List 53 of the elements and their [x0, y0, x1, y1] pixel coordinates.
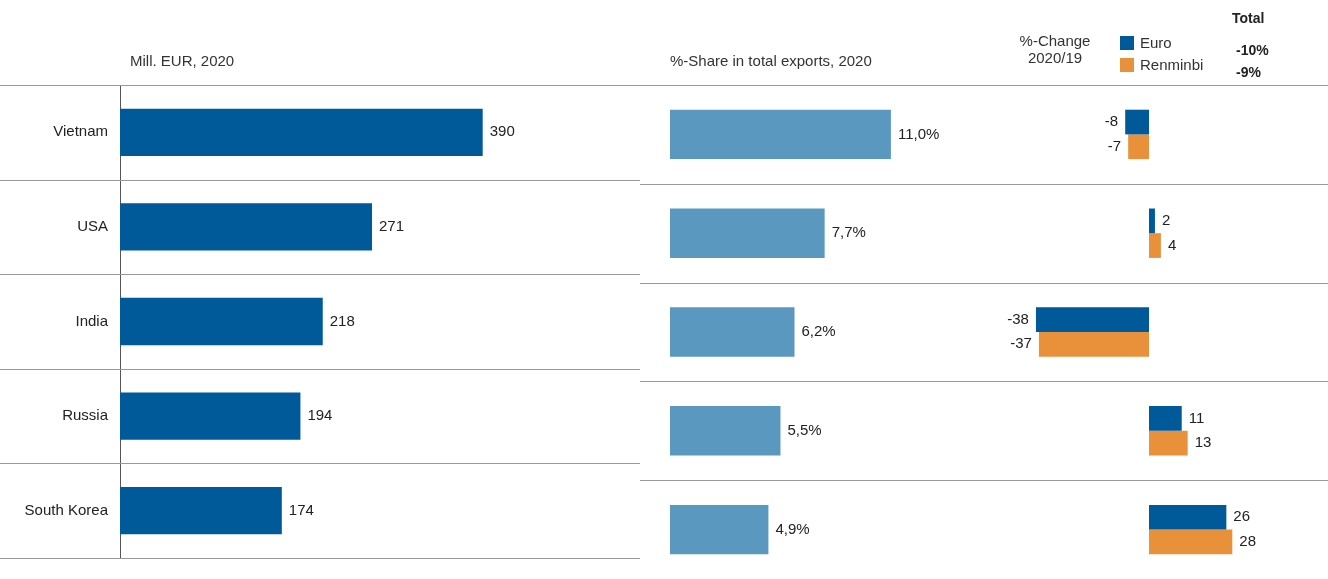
data-label: 13 [1194, 433, 1212, 451]
bar [1125, 109, 1149, 135]
text: -10% [1236, 42, 1269, 58]
bar [1128, 134, 1149, 160]
data-label: 11,0% [897, 124, 940, 142]
bar [120, 203, 373, 251]
data-label: 174 [288, 500, 314, 518]
data-label: -38 [1007, 309, 1029, 327]
y-tick-label: South Korea [24, 500, 109, 518]
legend-label: Renminbi [1140, 56, 1204, 73]
data-label: 7,7% [831, 223, 866, 241]
text: Total [1232, 10, 1265, 26]
bar [1149, 529, 1233, 555]
data-label: 218 [329, 311, 355, 329]
y-tick-label: Vietnam [53, 122, 108, 140]
bar [670, 406, 781, 456]
data-label: 26 [1233, 507, 1251, 525]
data-label: -37 [1010, 334, 1032, 352]
bar [120, 297, 323, 346]
bar [1149, 233, 1161, 258]
text: -9% [1236, 64, 1261, 80]
legend-label: Euro [1140, 34, 1172, 51]
bar [670, 504, 769, 555]
chart-title: %-Change 2020/19 [1018, 32, 1092, 66]
data-label: 390 [489, 122, 515, 140]
chart-title: %-Share in total exports, 2020 [670, 52, 872, 69]
y-tick-label: USA [77, 217, 108, 235]
data-label: -7 [1107, 136, 1122, 154]
y-tick-label: India [75, 311, 109, 329]
data-label: 28 [1239, 532, 1256, 550]
bar [1149, 504, 1227, 530]
bar [670, 109, 891, 160]
data-label: 5,5% [787, 420, 822, 438]
bar [670, 307, 795, 357]
data-label: 194 [307, 406, 333, 424]
data-label: 6,2% [801, 322, 836, 340]
bar [120, 487, 282, 535]
bar [120, 392, 301, 440]
chart-title: Mill. EUR, 2020 [130, 52, 235, 69]
data-label: -8 [1104, 112, 1119, 130]
data-label: 4 [1167, 235, 1177, 253]
bar [120, 108, 483, 156]
data-label: 4,9% [775, 519, 810, 537]
bar [1038, 332, 1149, 357]
data-label: 11 [1188, 408, 1205, 426]
data-label: 2 [1161, 210, 1171, 228]
data-label: 271 [379, 217, 405, 235]
y-tick-label: Russia [62, 406, 109, 424]
bar [670, 208, 825, 258]
bar [1035, 307, 1149, 332]
bar [1149, 430, 1188, 456]
bar [1149, 406, 1182, 431]
bar [1149, 208, 1155, 234]
